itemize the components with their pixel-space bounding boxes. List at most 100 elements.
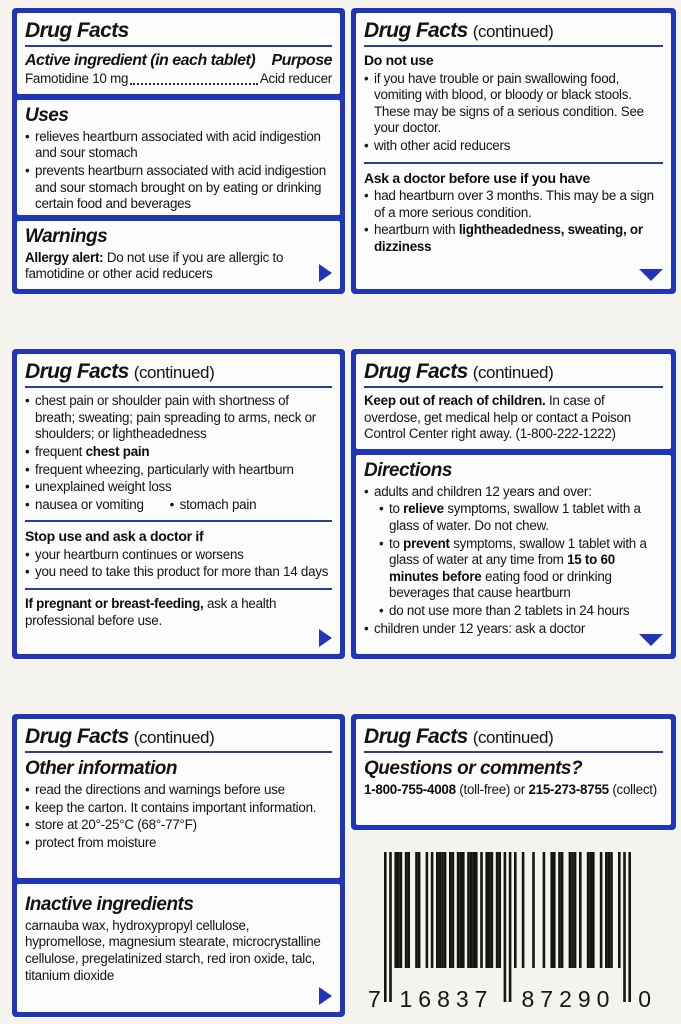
- purpose-value: Acid reducer: [259, 71, 332, 87]
- drug-facts-heading: Drug Facts: [25, 19, 332, 42]
- inactive-ingredients-heading: Inactive ingredients: [25, 894, 194, 915]
- heading-rule: [364, 45, 663, 48]
- uses-box: Uses relieves heartburn associated with …: [17, 99, 340, 215]
- active-ingredient-header: Active ingredient (in each tablet) Purpo…: [25, 52, 332, 70]
- drug-facts-heading: Drug Facts (continued): [25, 725, 215, 748]
- stop-use-heading: Stop use and ask a doctor if: [25, 528, 204, 545]
- continued-label: (continued): [472, 363, 554, 382]
- sub-list-item: to prevent symptoms, swallow 1 tablet wi…: [379, 536, 663, 602]
- bullet-icon: [25, 547, 35, 564]
- panel-bottom-left: Drug Facts (continued) Other information …: [12, 714, 345, 1017]
- dot-leader: [130, 82, 258, 85]
- bullet-icon: [25, 129, 35, 146]
- questions-box: Drug Facts (continued) Questions or comme…: [356, 719, 671, 825]
- phone-numbers-text: 1-800-755-4008 (toll-free) or 215-273-87…: [364, 781, 657, 797]
- active-ingredient-box: Drug Facts Active ingredient (in each ta…: [17, 13, 340, 94]
- other-information-heading: Other information: [25, 758, 177, 780]
- list-item: keep the carton. It contains important i…: [25, 800, 332, 817]
- list-item: if you have trouble or pain swallowing f…: [364, 71, 663, 137]
- bullet-icon: [25, 163, 35, 180]
- drug-facts-heading: Drug Facts (continued): [364, 725, 554, 748]
- purpose-label: Purpose: [271, 52, 332, 70]
- drug-facts-heading: Drug Facts (continued): [364, 19, 554, 42]
- bullet-icon: [25, 462, 35, 479]
- list-item: with other acid reducers: [364, 138, 663, 155]
- panel-top-left: Drug Facts Active ingredient (in each ta…: [12, 8, 345, 294]
- list-item: relieves heartburn associated with acid …: [25, 129, 332, 162]
- list-item: prevents heartburn associated with acid …: [25, 163, 332, 213]
- do-not-use-box: Drug Facts(continued) Do not use if you …: [356, 13, 671, 289]
- list-item: heartburn with lightheadedness, sweating…: [364, 222, 663, 255]
- list-item: chest pain or shoulder pain with shortne…: [25, 393, 332, 443]
- section-divider: [25, 588, 332, 591]
- list-item: your heartburn continues or worsens: [25, 547, 332, 564]
- heading-rule: [364, 751, 663, 754]
- allergy-alert-text: Allergy alert: Do not use if you are all…: [25, 249, 284, 282]
- bullet-icon: [25, 835, 35, 852]
- heading-rule: [25, 386, 332, 389]
- bullet-icon: [364, 484, 374, 501]
- continue-right-arrow-icon: [319, 629, 332, 647]
- list-item: store at 20°-25°C (68°-77°F): [25, 817, 332, 834]
- section-divider: [364, 161, 663, 164]
- dose-row: Famotidine 10 mg Acid reducer: [25, 70, 332, 87]
- bullet-icon: [25, 800, 35, 817]
- bullet-icon: [364, 621, 374, 638]
- pregnant-warning-text: If pregnant or breast-feeding, ask a hea…: [25, 596, 277, 628]
- barcode-bars: [384, 852, 631, 1002]
- drug-facts-heading: Drug Facts (continued): [25, 360, 215, 383]
- directions-box: Directions adults and children 12 years …: [356, 454, 671, 654]
- list-item: frequent chest pain: [25, 444, 332, 461]
- list-item: protect from moisture: [25, 835, 332, 852]
- barcode: 7 16837 87290 0: [362, 852, 653, 1011]
- bullet-icon: [364, 138, 374, 155]
- continue-down-arrow-icon: [639, 269, 663, 281]
- warnings-heading: Warnings: [25, 225, 108, 247]
- bullet-icon: [25, 817, 35, 834]
- warnings-continued-box: Drug Facts(continued) chest pain or shou…: [17, 354, 340, 654]
- uses-heading: Uses: [25, 104, 69, 126]
- drug-facts-heading: Drug Facts (continued): [364, 360, 554, 383]
- inactive-ingredients-text: carnauba wax, hydroxypropyl cellulose, h…: [25, 917, 321, 983]
- ingredient-name: Famotidine 10 mg: [25, 71, 129, 87]
- list-item: read the directions and warnings before …: [25, 782, 332, 799]
- continued-label: (continued): [133, 728, 215, 747]
- bullet-icon: [379, 536, 389, 553]
- list-item: unexplained weight loss: [25, 479, 332, 496]
- panel-middle-left: Drug Facts(continued) chest pain or shou…: [12, 349, 345, 659]
- questions-heading: Questions or comments?: [364, 758, 583, 780]
- double-list-item: nausea or vomiting stomach pain: [25, 497, 332, 514]
- list-item: frequent wheezing, particularly with hea…: [25, 462, 332, 479]
- continued-label: (continued): [133, 363, 215, 382]
- bullet-icon: [379, 501, 389, 518]
- bullet-icon: [25, 782, 35, 799]
- heading-rule: [25, 45, 332, 48]
- bullet-icon: [364, 71, 374, 88]
- list-item: had heartburn over 3 months. This may be…: [364, 188, 663, 221]
- barcode-digit-first: 7: [368, 986, 381, 1012]
- barcode-digit-last: 0: [638, 986, 651, 1012]
- bullet-icon: [379, 603, 389, 620]
- bullet-icon: [25, 479, 35, 496]
- list-item: you need to take this product for more t…: [25, 564, 332, 581]
- keep-out-box: Drug Facts (continued) Keep out of reach …: [356, 354, 671, 449]
- panel-top-right: Drug Facts(continued) Do not use if you …: [351, 8, 676, 294]
- bullet-icon: [364, 188, 374, 205]
- list-item: adults and children 12 years and over:: [364, 484, 663, 501]
- drug-facts-title: Drug Facts: [25, 19, 129, 42]
- panel-bottom-right: Drug Facts (continued) Questions or comme…: [351, 714, 676, 830]
- inactive-ingredients-box: Inactive ingredients carnauba wax, hydro…: [17, 884, 340, 1012]
- bullet-icon: [25, 444, 35, 461]
- sub-list-item: to relieve symptoms, swallow 1 tablet wi…: [379, 501, 663, 534]
- barcode-digits-right: 87290: [521, 986, 616, 1012]
- bullet-icon: [25, 393, 35, 410]
- barcode-digits-left: 16837: [399, 986, 494, 1012]
- continued-label: (continued): [472, 22, 554, 41]
- continued-label: (continued): [472, 728, 554, 747]
- directions-heading: Directions: [364, 459, 452, 481]
- panel-middle-right: Drug Facts (continued) Keep out of reach …: [351, 349, 676, 659]
- continue-right-arrow-icon: [319, 264, 332, 282]
- warnings-box: Warnings Allergy alert: Do not use if yo…: [17, 220, 340, 289]
- keep-out-of-reach-text: Keep out of reach of children. In case o…: [364, 393, 631, 442]
- other-information-box: Drug Facts (continued) Other information …: [17, 719, 340, 878]
